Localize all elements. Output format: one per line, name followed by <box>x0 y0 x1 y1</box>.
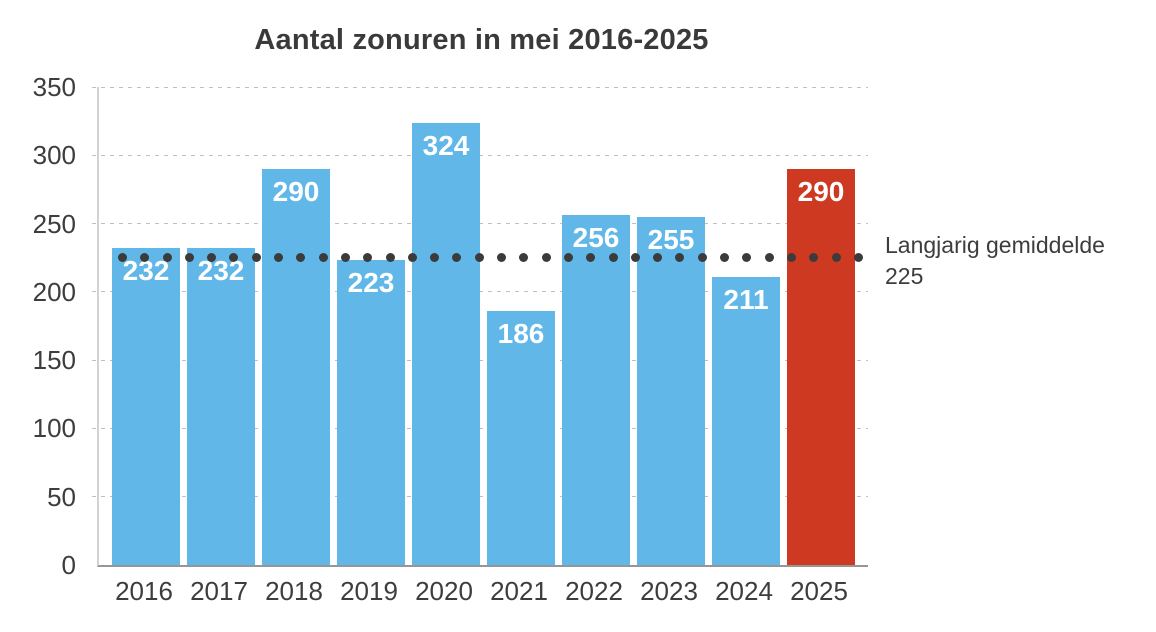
average-dot <box>184 253 194 263</box>
bar-2018: 290 <box>262 168 330 565</box>
average-dot <box>541 253 551 263</box>
average-dot <box>653 253 663 263</box>
average-dot <box>407 253 417 263</box>
x-tick-label: 2021 <box>490 576 548 606</box>
bar-value-label: 211 <box>723 283 769 315</box>
grid-line <box>92 496 868 498</box>
average-dot <box>786 253 796 263</box>
average-line-label-text: Langjarig gemiddelde <box>885 232 1105 258</box>
grid-line <box>92 427 868 429</box>
average-dot <box>251 253 261 263</box>
average-dot <box>162 253 172 263</box>
bar-value-label: 290 <box>797 175 845 207</box>
y-tick-label: 50 <box>47 481 76 512</box>
average-dot <box>764 253 774 263</box>
average-dot <box>630 253 640 263</box>
average-dot <box>363 253 373 263</box>
y-tick-label: 350 <box>32 72 76 102</box>
average-reference-line <box>118 253 863 263</box>
average-dot <box>497 253 507 263</box>
average-dot <box>318 253 328 263</box>
average-dot <box>720 253 730 263</box>
average-dot <box>340 253 350 263</box>
bar-value-label: 290 <box>272 175 320 207</box>
bar-2021: 186 <box>487 310 555 565</box>
plot-area: 232 232 290 223 324 186 256 255 211 290 <box>92 86 868 567</box>
average-dot <box>742 253 752 263</box>
grid-line <box>92 154 868 156</box>
bar-2020: 324 <box>412 122 480 565</box>
x-tick-label: 2022 <box>565 576 623 606</box>
average-dot <box>675 253 685 263</box>
bar-value-label: 324 <box>422 129 470 161</box>
x-tick-label: 2025 <box>790 576 848 606</box>
bar-2016: 232 <box>112 248 180 565</box>
average-line-label: Langjarig gemiddelde 225 <box>885 230 1105 292</box>
bar-2022: 256 <box>562 215 630 565</box>
average-dot <box>118 253 127 263</box>
average-dot <box>809 253 819 263</box>
bar-2019: 223 <box>337 260 405 565</box>
x-tick-label: 2019 <box>340 576 398 606</box>
y-tick-label: 100 <box>32 413 76 444</box>
grid-line <box>92 86 868 88</box>
bar-value-label: 223 <box>347 267 395 299</box>
grid-line <box>92 291 868 293</box>
average-dot <box>207 253 217 263</box>
average-dot <box>586 253 596 263</box>
average-dot <box>296 253 306 263</box>
x-tick-label: 2023 <box>640 576 698 606</box>
y-tick-label: 200 <box>32 276 76 307</box>
average-dot <box>519 253 529 263</box>
average-dot <box>608 253 618 263</box>
x-tick-label: 2018 <box>265 576 323 606</box>
bar-value-label: 186 <box>497 317 545 349</box>
average-dot <box>697 253 707 263</box>
bar-2024: 211 <box>712 276 780 565</box>
average-dot <box>474 253 484 263</box>
bar-value-label: 256 <box>572 222 620 254</box>
bar-value-label: 255 <box>647 223 695 255</box>
average-line-label-value: 225 <box>885 263 924 289</box>
bar-2025: 290 <box>787 168 855 565</box>
x-tick-label: 2020 <box>415 576 473 606</box>
bar-2023: 255 <box>637 216 705 565</box>
x-tick-label: 2017 <box>190 576 248 606</box>
y-tick-label: 150 <box>32 345 76 376</box>
y-tick-label: 0 <box>61 550 76 580</box>
x-tick-label: 2016 <box>115 576 173 606</box>
average-dot <box>430 253 440 263</box>
average-dot <box>274 253 284 263</box>
average-dot <box>853 253 863 263</box>
y-tick-label: 250 <box>32 208 76 239</box>
average-dot <box>563 253 573 263</box>
average-dot <box>140 253 150 263</box>
grid-line <box>92 359 868 361</box>
y-tick-label: 300 <box>32 140 76 171</box>
chart-title: Aantal zonuren in mei 2016-2025 <box>254 24 709 56</box>
average-dot <box>831 253 841 263</box>
average-dot <box>229 253 239 263</box>
bar-2017: 232 <box>187 248 255 565</box>
grid-line <box>92 223 868 225</box>
average-dot <box>452 253 462 263</box>
x-tick-label: 2024 <box>715 576 773 606</box>
average-dot <box>385 253 395 263</box>
